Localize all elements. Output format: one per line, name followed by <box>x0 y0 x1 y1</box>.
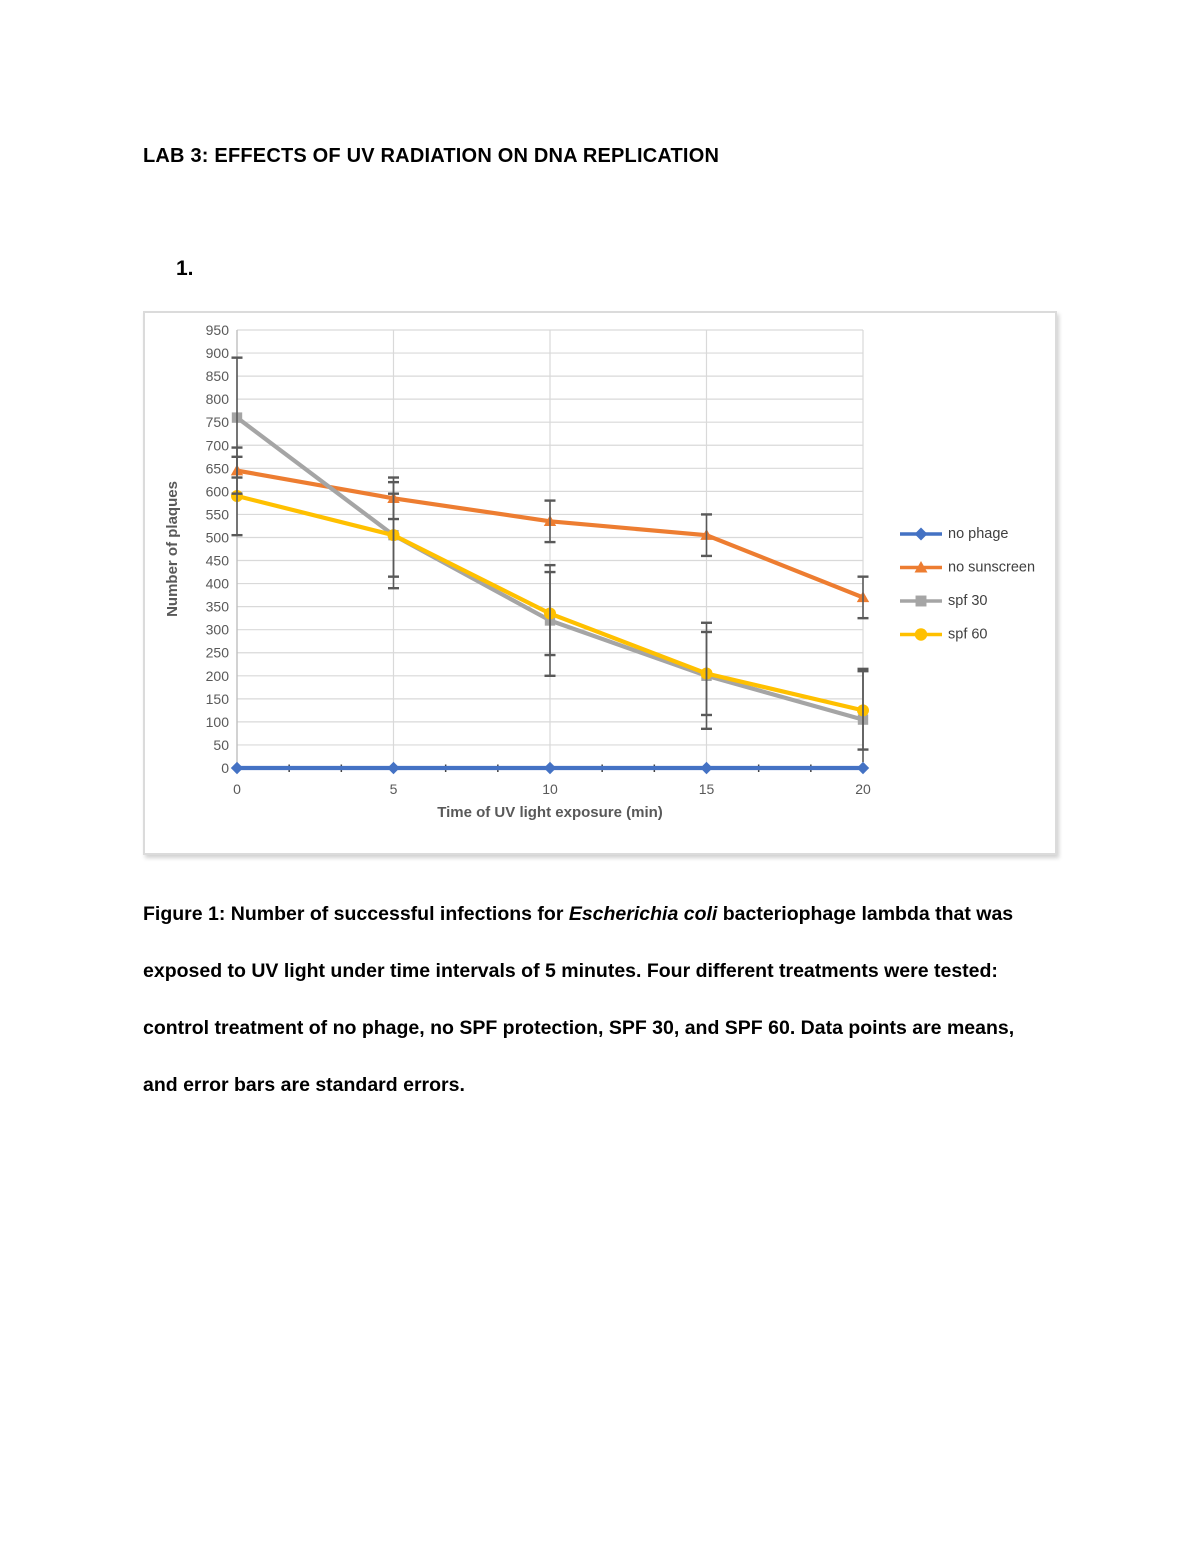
legend-item-no-sunscreen: no sunscreen <box>900 560 1035 576</box>
error-bars-no-sunscreen <box>231 446 869 620</box>
svg-text:700: 700 <box>206 437 230 453</box>
svg-text:20: 20 <box>855 781 871 797</box>
svg-text:no sunscreen: no sunscreen <box>948 560 1035 576</box>
svg-text:150: 150 <box>206 691 230 707</box>
y-axis-tick-labels: 0 50 100 150 200 250 300 350 400 450 500 550 600 650 7… <box>206 322 230 776</box>
svg-text:spf 30: spf 30 <box>948 593 988 609</box>
plaques-line-chart: 0501001502002503003504004505005506006507… <box>164 322 1035 821</box>
svg-text:750: 750 <box>206 414 230 430</box>
svg-text:350: 350 <box>206 599 230 615</box>
svg-text:950: 950 <box>206 322 230 338</box>
document-title: LAB 3: EFFECTS OF UV RADIATION ON DNA RE… <box>143 145 720 167</box>
chart-gridlines <box>237 329 864 769</box>
svg-text:0: 0 <box>221 760 229 776</box>
figure-caption: Figure 1: Number of successful infection… <box>143 886 1093 1114</box>
error-bars-spf-60 <box>231 455 869 751</box>
chart-legend: no phage no sunscreen spf 30 spf 60 <box>900 526 1035 643</box>
svg-text:800: 800 <box>206 391 230 407</box>
svg-text:900: 900 <box>206 345 230 361</box>
caption-line: Figure 1: Number of successful infection… <box>143 903 1014 925</box>
legend-item-spf-30: spf 30 <box>900 593 988 609</box>
svg-text:10: 10 <box>542 781 558 797</box>
svg-text:200: 200 <box>206 668 230 684</box>
svg-text:650: 650 <box>206 460 230 476</box>
caption-line: and error bars are standard errors. <box>143 1074 465 1096</box>
svg-text:400: 400 <box>206 576 230 592</box>
svg-text:spf 60: spf 60 <box>948 627 988 643</box>
svg-text:0: 0 <box>233 781 241 797</box>
svg-text:100: 100 <box>206 714 230 730</box>
series-no-phage <box>230 761 870 775</box>
figure-1-chart: 0 50 100 150 200 250 300 350 400 450 500 550 600 650 7… <box>143 311 1057 855</box>
caption-line: control treatment of no phage, no SPF pr… <box>143 1017 1015 1039</box>
svg-text:5: 5 <box>390 781 398 797</box>
svg-text:850: 850 <box>206 368 230 384</box>
svg-text:15: 15 <box>699 781 715 797</box>
legend-item-spf-60: spf 60 <box>900 627 988 643</box>
x-axis-tick-labels: 0 5 10 15 20 <box>233 781 871 797</box>
svg-text:300: 300 <box>206 622 230 638</box>
legend-item-no-phage: no phage <box>900 526 1008 542</box>
svg-text:250: 250 <box>206 645 230 661</box>
svg-text:no phage: no phage <box>948 526 1008 542</box>
caption-line: exposed to UV light under time intervals… <box>143 960 998 982</box>
list-number: 1. <box>176 257 194 280</box>
svg-text:450: 450 <box>206 553 230 569</box>
svg-text:600: 600 <box>206 483 230 499</box>
svg-text:50: 50 <box>213 737 229 753</box>
x-axis-title: Time of UV light exposure (min) <box>437 804 663 821</box>
svg-text:500: 500 <box>206 529 230 545</box>
svg-text:550: 550 <box>206 506 230 522</box>
y-axis-title: Number of plaques <box>164 481 181 617</box>
